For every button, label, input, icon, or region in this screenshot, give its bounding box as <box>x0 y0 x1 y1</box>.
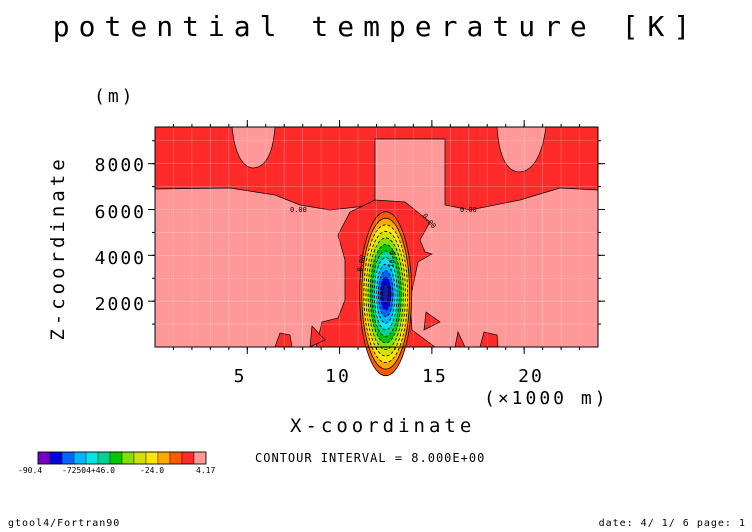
x-tick-label: 20 <box>518 366 544 387</box>
colorbar-swatch <box>133 451 147 465</box>
contour-label: 0.00 <box>290 206 307 214</box>
contour-label: 0.00 <box>460 206 477 214</box>
colorbar-swatch <box>85 451 99 465</box>
x-tick-label: 5 <box>233 366 247 387</box>
contour-label: 0.00 <box>356 254 367 272</box>
y-tick-label: 8000 <box>94 155 146 176</box>
footer-right: date: 4/ 1/ 6 page: 1 <box>598 518 746 529</box>
colorbar-swatch <box>193 451 207 465</box>
cool-bubble-left <box>231 126 276 169</box>
colorbar-swatch <box>37 451 51 465</box>
contour-level <box>382 283 390 304</box>
x-axis-label: X-coordinate <box>290 415 476 437</box>
colorbar-swatch <box>181 451 195 465</box>
y-tick-label: 4000 <box>94 248 146 269</box>
cool-bubble-right <box>496 126 547 173</box>
colorbar-swatch <box>109 451 123 465</box>
colorbar-swatch <box>121 451 135 465</box>
colorbar-swatch <box>97 451 111 465</box>
colorbar-label: -24.0 <box>140 466 165 475</box>
x-tick-label: 10 <box>325 366 351 387</box>
warm-patch <box>309 325 326 348</box>
colorbar-label-min: -90.4 <box>18 466 43 475</box>
colorbar-swatch <box>169 451 183 465</box>
contour-label: -16.0 <box>386 250 398 272</box>
colorbar-label-max: 4.17 <box>196 466 216 475</box>
colorbar-frame <box>37 451 207 465</box>
warm-patch <box>423 311 441 331</box>
colorbar-swatch <box>61 451 75 465</box>
footer-left: gtool4/Fortran90 <box>8 518 121 529</box>
colorbar-swatch <box>73 451 87 465</box>
y-tick-label: 2000 <box>94 294 146 315</box>
colorbar-label-overlap: -72504+46.0 <box>62 466 115 475</box>
x-axis-unit: (×1000 m) <box>484 388 609 409</box>
y-axis-unit: (m) <box>94 86 136 107</box>
y-tick-label: 6000 <box>94 202 146 223</box>
colorbar-swatch <box>49 451 63 465</box>
colorbar-swatch <box>145 451 159 465</box>
chart-title: potential temperature [K] <box>52 10 700 43</box>
contour-interval-note: CONTOUR INTERVAL = 8.000E+00 <box>255 451 486 465</box>
x-tick-label: 15 <box>422 366 448 387</box>
colorbar-swatch <box>157 451 171 465</box>
